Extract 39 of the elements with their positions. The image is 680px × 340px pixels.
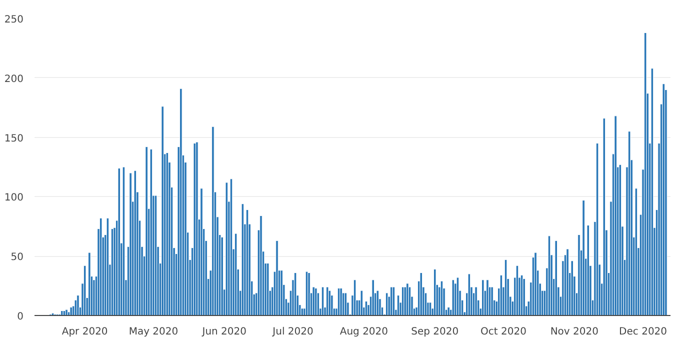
bar xyxy=(328,290,332,316)
bar xyxy=(294,272,297,316)
y-tick-label: 200 xyxy=(4,74,24,85)
bar xyxy=(392,286,396,316)
bar xyxy=(662,84,666,316)
x-tick-label: May 2020 xyxy=(128,326,178,338)
x-tick-label: Apr 2020 xyxy=(62,326,108,338)
x-tick-label: Dec 2020 xyxy=(619,326,668,338)
y-tick-label: 100 xyxy=(4,192,24,204)
y-tick-label: 150 xyxy=(4,133,24,144)
y-tick-label: 250 xyxy=(4,14,24,26)
bar xyxy=(360,290,364,316)
bar xyxy=(468,274,471,316)
x-tick-label: Jun 2020 xyxy=(201,326,247,338)
bar xyxy=(106,218,110,316)
bar xyxy=(353,280,356,316)
bar xyxy=(420,272,423,316)
y-tick-label: 50 xyxy=(10,252,24,264)
bar xyxy=(500,274,503,316)
x-tick-label: Nov 2020 xyxy=(550,326,598,338)
bar xyxy=(280,270,283,316)
x-tick-label: Jul 2020 xyxy=(272,326,314,338)
y-tick-label: 0 xyxy=(17,312,24,322)
x-tick-label: Aug 2020 xyxy=(340,326,388,338)
x-tick-label: Oct 2020 xyxy=(480,326,526,338)
bar xyxy=(344,292,348,316)
bar xyxy=(596,142,599,316)
bar xyxy=(212,126,214,316)
bar xyxy=(266,262,270,316)
bar xyxy=(408,286,412,316)
bar xyxy=(522,278,526,316)
bar xyxy=(260,215,262,316)
x-tick-label: Sep 2020 xyxy=(411,326,459,338)
bar xyxy=(534,252,537,316)
bar xyxy=(276,240,278,316)
bar xyxy=(340,288,342,316)
bar xyxy=(65,309,68,316)
bar xyxy=(118,168,121,316)
bar xyxy=(490,286,494,316)
